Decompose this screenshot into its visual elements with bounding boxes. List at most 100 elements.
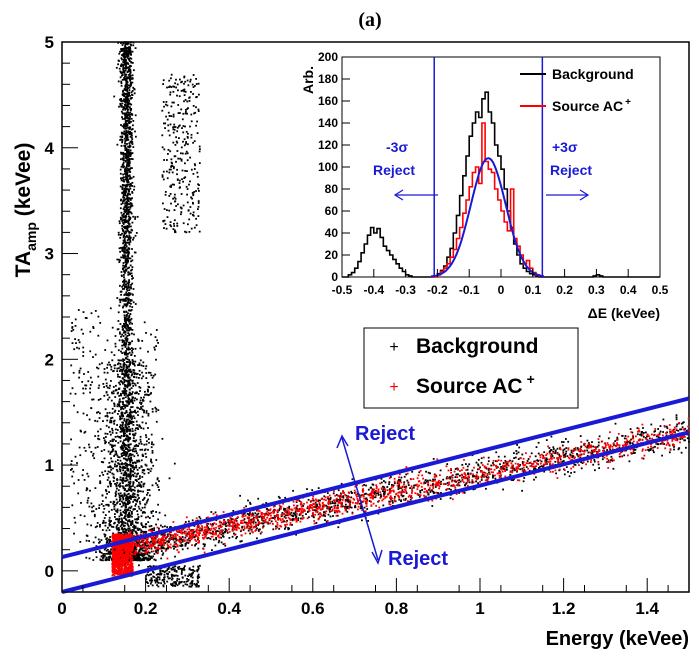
background-point xyxy=(102,461,105,464)
background-point xyxy=(153,553,156,555)
background-point xyxy=(131,494,134,496)
background-point xyxy=(134,440,137,443)
background-point xyxy=(133,445,136,447)
background-point xyxy=(182,204,185,207)
background-point xyxy=(100,503,103,505)
background-point xyxy=(121,139,124,141)
background-point xyxy=(119,207,122,210)
background-point xyxy=(108,441,110,444)
background-point xyxy=(131,94,134,96)
background-point xyxy=(118,359,121,362)
background-point xyxy=(131,77,134,80)
background-point xyxy=(160,573,162,576)
background-point xyxy=(123,124,126,127)
background-point xyxy=(118,515,121,518)
background-point xyxy=(144,553,146,556)
background-point xyxy=(133,450,136,453)
background-point xyxy=(123,341,126,344)
background-point xyxy=(465,482,467,485)
background-point xyxy=(121,344,123,347)
background-point xyxy=(195,124,197,127)
background-point xyxy=(116,518,118,520)
background-point xyxy=(431,484,434,486)
background-point xyxy=(155,523,157,526)
background-point xyxy=(145,464,148,467)
background-point xyxy=(129,74,132,77)
background-point xyxy=(121,71,123,74)
background-point xyxy=(124,125,127,128)
background-point xyxy=(117,375,119,378)
background-point xyxy=(108,556,110,559)
background-point xyxy=(121,227,124,230)
background-point xyxy=(129,115,131,118)
background-point xyxy=(122,68,125,71)
background-point xyxy=(178,582,181,584)
background-point xyxy=(121,480,124,483)
background-point xyxy=(181,576,184,579)
background-point xyxy=(332,515,334,517)
background-point xyxy=(125,464,127,467)
background-point xyxy=(126,131,129,134)
background-point xyxy=(145,393,148,396)
background-point xyxy=(123,78,126,81)
background-point xyxy=(84,387,87,390)
background-point xyxy=(122,155,125,158)
background-point xyxy=(125,210,128,213)
background-point xyxy=(115,518,117,521)
background-point xyxy=(112,473,115,476)
background-point xyxy=(123,165,125,168)
background-point xyxy=(130,317,133,320)
background-point xyxy=(105,490,108,493)
background-point xyxy=(169,221,172,223)
background-point xyxy=(124,448,127,450)
background-point xyxy=(136,469,139,471)
background-point xyxy=(167,111,170,114)
background-point xyxy=(129,149,132,152)
background-point xyxy=(197,547,200,550)
background-point xyxy=(123,56,125,59)
background-point xyxy=(127,516,129,519)
background-point xyxy=(322,513,325,516)
background-point xyxy=(128,319,130,322)
background-point xyxy=(177,157,180,160)
background-point xyxy=(126,62,129,64)
background-point xyxy=(127,215,130,218)
background-point xyxy=(117,359,120,362)
background-point xyxy=(128,128,131,130)
background-point xyxy=(157,342,159,344)
background-point xyxy=(128,68,131,71)
background-point xyxy=(112,370,114,373)
background-point xyxy=(149,470,152,473)
background-point xyxy=(166,575,169,578)
background-point xyxy=(325,520,328,523)
background-point xyxy=(105,557,108,560)
background-point xyxy=(121,522,124,525)
background-point xyxy=(134,518,136,521)
background-point xyxy=(336,500,338,502)
background-point xyxy=(124,60,126,63)
background-point xyxy=(187,223,189,226)
background-point xyxy=(125,191,128,193)
background-point xyxy=(126,76,129,79)
background-point xyxy=(128,502,131,504)
background-point xyxy=(127,483,130,486)
background-point xyxy=(632,443,634,446)
background-point xyxy=(191,197,193,200)
background-point xyxy=(126,56,129,58)
background-point xyxy=(132,124,134,127)
background-point xyxy=(108,411,111,414)
background-point xyxy=(131,453,134,456)
background-point xyxy=(124,333,127,336)
background-point xyxy=(117,413,119,415)
background-point xyxy=(392,484,395,487)
background-point xyxy=(119,482,122,485)
background-point xyxy=(124,512,127,515)
background-point xyxy=(120,435,123,437)
background-point xyxy=(132,301,135,304)
background-point xyxy=(155,410,158,413)
background-point xyxy=(129,443,132,446)
background-point xyxy=(128,77,131,80)
background-point xyxy=(135,420,138,423)
background-point xyxy=(193,570,196,572)
